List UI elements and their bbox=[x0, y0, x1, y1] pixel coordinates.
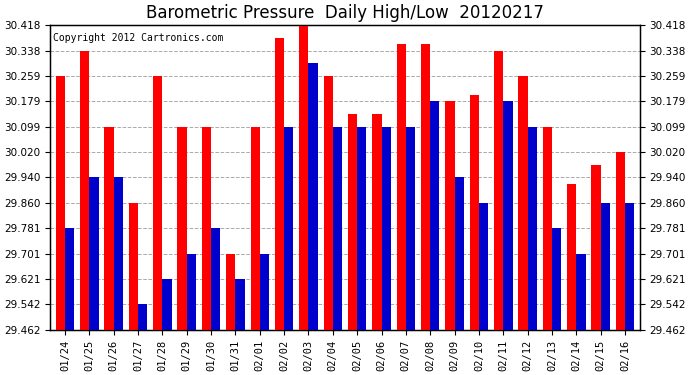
Bar bbox=[348, 114, 357, 330]
Bar bbox=[397, 44, 406, 330]
Bar bbox=[552, 228, 561, 330]
Title: Barometric Pressure  Daily High/Low  20120217: Barometric Pressure Daily High/Low 20120… bbox=[146, 4, 544, 22]
Bar bbox=[187, 254, 196, 330]
Bar bbox=[494, 51, 503, 330]
Bar bbox=[275, 38, 284, 330]
Bar bbox=[518, 76, 528, 330]
Bar bbox=[177, 127, 187, 330]
Bar bbox=[373, 114, 382, 330]
Bar bbox=[503, 101, 513, 330]
Bar bbox=[89, 177, 99, 330]
Bar bbox=[162, 279, 172, 330]
Bar bbox=[211, 228, 220, 330]
Bar bbox=[543, 127, 552, 330]
Bar bbox=[479, 203, 488, 330]
Bar bbox=[308, 63, 317, 330]
Bar bbox=[421, 44, 431, 330]
Bar bbox=[455, 177, 464, 330]
Bar bbox=[576, 254, 586, 330]
Bar bbox=[615, 152, 625, 330]
Bar bbox=[138, 304, 147, 330]
Bar bbox=[382, 127, 391, 330]
Bar bbox=[65, 228, 75, 330]
Bar bbox=[445, 101, 455, 330]
Bar bbox=[357, 127, 366, 330]
Bar bbox=[431, 101, 440, 330]
Bar bbox=[129, 203, 138, 330]
Bar bbox=[625, 203, 634, 330]
Bar bbox=[114, 177, 123, 330]
Bar bbox=[601, 203, 610, 330]
Bar bbox=[333, 127, 342, 330]
Bar bbox=[202, 127, 211, 330]
Bar bbox=[406, 127, 415, 330]
Bar bbox=[528, 127, 537, 330]
Bar bbox=[250, 127, 259, 330]
Bar bbox=[567, 184, 576, 330]
Bar bbox=[235, 279, 245, 330]
Bar bbox=[80, 51, 89, 330]
Bar bbox=[470, 94, 479, 330]
Bar bbox=[104, 127, 114, 330]
Bar bbox=[153, 76, 162, 330]
Bar bbox=[284, 127, 293, 330]
Bar bbox=[324, 76, 333, 330]
Bar bbox=[226, 254, 235, 330]
Bar bbox=[591, 165, 601, 330]
Bar bbox=[299, 25, 308, 330]
Bar bbox=[259, 254, 269, 330]
Text: Copyright 2012 Cartronics.com: Copyright 2012 Cartronics.com bbox=[53, 33, 224, 43]
Bar bbox=[56, 76, 65, 330]
